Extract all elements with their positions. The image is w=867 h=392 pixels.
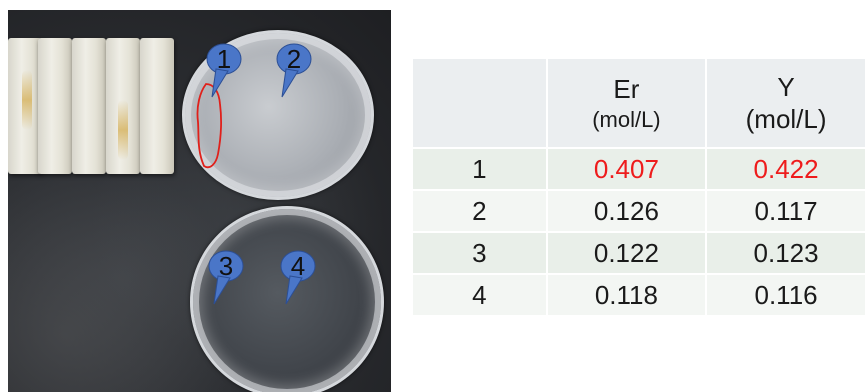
table-row: 1 0.407 0.422 xyxy=(411,147,867,191)
sample-stain xyxy=(22,70,32,130)
header-y-unit: (mol/L) xyxy=(745,104,827,134)
er-value: 0.118 xyxy=(545,273,708,317)
sample-block xyxy=(38,38,72,174)
er-value: 0.126 xyxy=(545,189,708,233)
y-value: 0.116 xyxy=(705,273,867,317)
callout-bubble-icon xyxy=(276,43,312,98)
header-cell-sample xyxy=(411,57,548,149)
callout-bubble-icon xyxy=(280,250,316,305)
er-value: 0.407 xyxy=(545,147,708,191)
row-label: 2 xyxy=(411,189,548,233)
concentration-table-container: Er (mol/L) Y (mol/L) 1 0.407 0.422 2 0.1… xyxy=(411,57,867,317)
sample-outline-mark xyxy=(196,83,222,169)
sample-block xyxy=(72,38,106,174)
header-y-label: Y xyxy=(777,71,795,102)
callout-2: 2 xyxy=(276,43,312,99)
table-row: 3 0.122 0.123 xyxy=(411,231,867,275)
callout-label: 4 xyxy=(290,250,306,281)
callout-3: 3 xyxy=(208,250,244,306)
header-er-label: Er xyxy=(613,74,640,104)
callout-bubble-icon xyxy=(206,43,242,98)
callout-bubble-icon xyxy=(208,250,244,305)
er-value: 0.122 xyxy=(545,231,708,275)
header-er-unit: (mol/L) xyxy=(592,106,661,132)
callout-label: 3 xyxy=(218,250,234,281)
callout-4: 4 xyxy=(280,250,316,306)
table-row: 2 0.126 0.117 xyxy=(411,189,867,233)
y-value: 0.123 xyxy=(705,231,867,275)
y-value: 0.117 xyxy=(705,189,867,233)
y-value: 0.422 xyxy=(705,147,867,191)
header-cell-er: Er (mol/L) xyxy=(545,57,708,149)
row-label: 1 xyxy=(411,147,548,191)
row-label: 4 xyxy=(411,273,548,317)
callout-label: 2 xyxy=(286,43,302,74)
sample-block xyxy=(140,38,174,174)
callout-1: 1 xyxy=(206,43,242,99)
concentration-table: Er (mol/L) Y (mol/L) 1 0.407 0.422 2 0.1… xyxy=(411,57,867,317)
sample-photo: 1 2 3 4 xyxy=(8,10,391,392)
header-cell-y: Y (mol/L) xyxy=(705,57,867,149)
table-row: 4 0.118 0.116 xyxy=(411,273,867,317)
row-label: 3 xyxy=(411,231,548,275)
callout-label: 1 xyxy=(216,43,232,74)
sample-stain xyxy=(118,100,128,160)
table-header-row: Er (mol/L) Y (mol/L) xyxy=(411,57,867,149)
